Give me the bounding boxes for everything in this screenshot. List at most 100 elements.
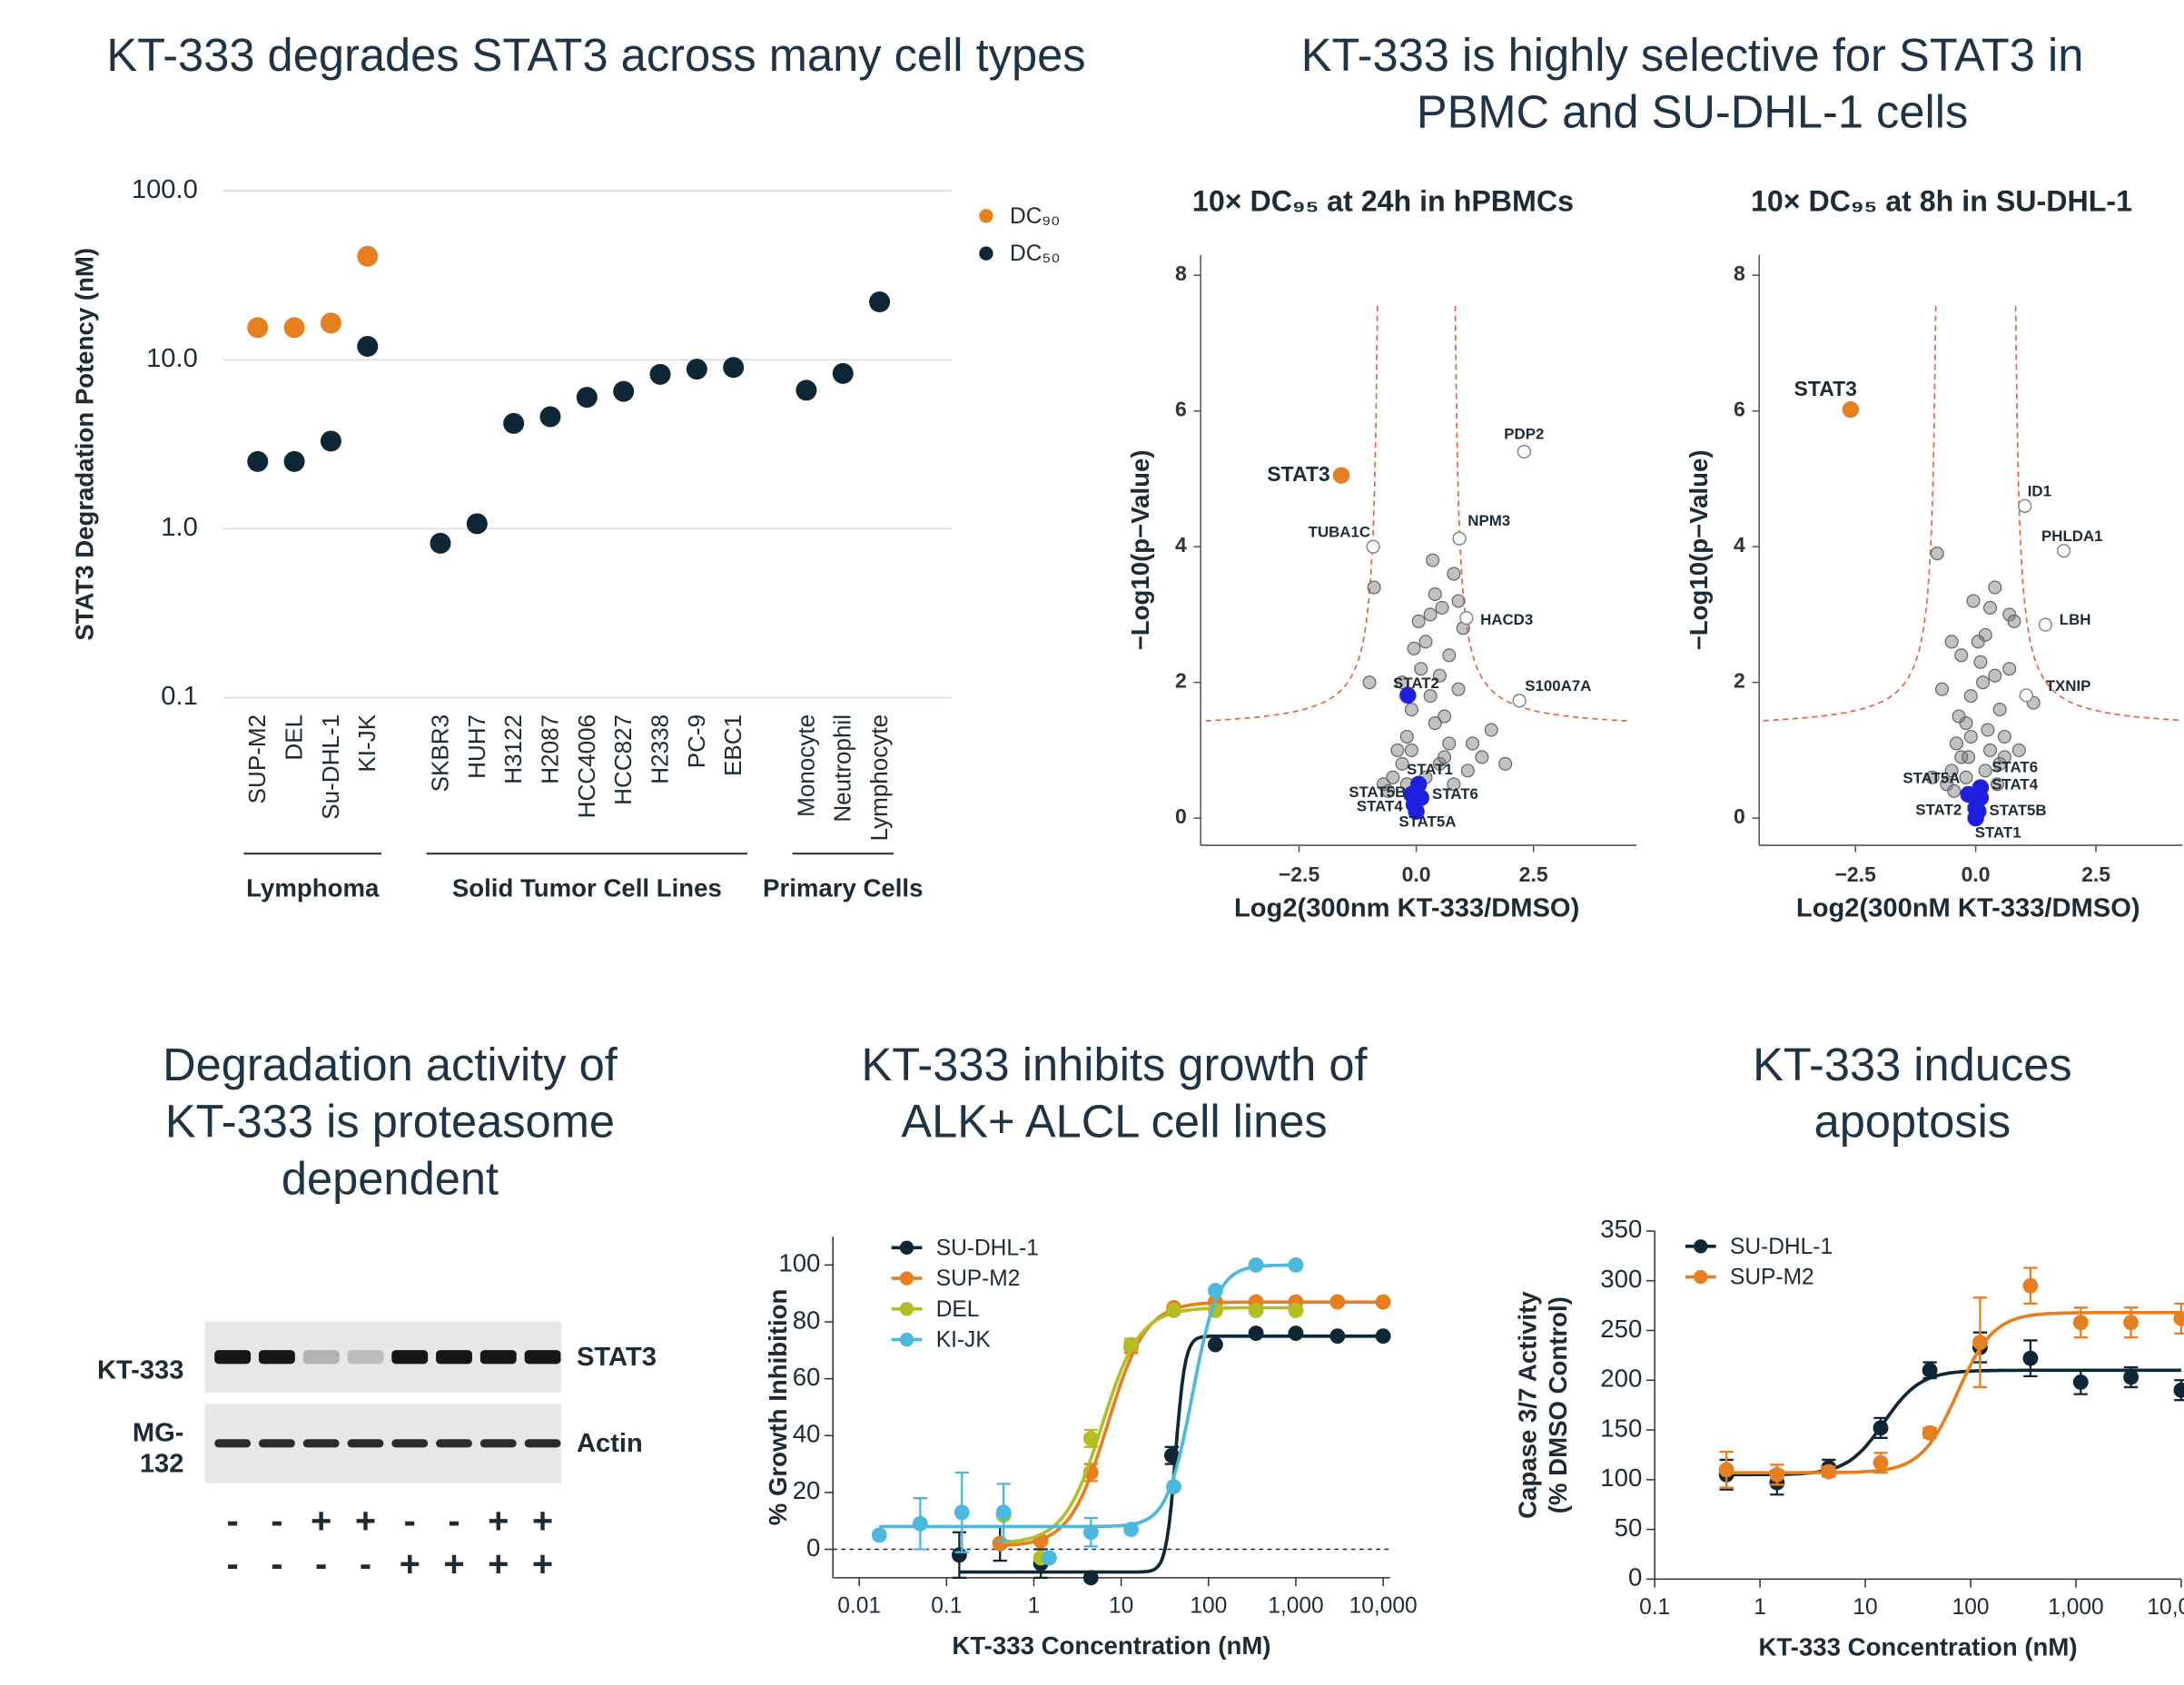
y-tick-label: 200: [1600, 1365, 1642, 1393]
data-point: [1208, 1283, 1223, 1298]
point-label: STAT1: [1407, 761, 1453, 778]
data-point: [952, 1547, 967, 1562]
data-point: [1873, 1455, 1889, 1471]
treatment-sign: +: [532, 1544, 553, 1584]
chart-title: 10× DC₉₅ at 24h in hPBMCs: [1192, 184, 1574, 217]
treatment-sign: +: [532, 1502, 553, 1542]
x-tick-label: DEL: [281, 714, 308, 761]
threshold-line: [1201, 306, 1378, 721]
dot: [613, 381, 634, 402]
protein-point: [1476, 751, 1488, 764]
labeled-point: [1460, 612, 1473, 625]
dot: [284, 451, 305, 472]
fit-curve: [1000, 1302, 1383, 1545]
point-label: STAT1: [1975, 823, 2021, 841]
protein-point: [1400, 731, 1413, 744]
point-label: ID1: [2028, 482, 2051, 499]
data-point: [1166, 1479, 1181, 1494]
point-label: LBH: [2060, 611, 2091, 628]
protein-point: [1368, 581, 1380, 594]
x-tick-label: Su-DHL-1: [317, 714, 344, 820]
x-tick-label: H2087: [536, 714, 563, 784]
x-tick-label: 100: [1952, 1595, 1990, 1620]
labeled-point: [1517, 446, 1530, 458]
y-tick-label: 0.1: [161, 682, 198, 711]
y-tick-label: 0: [1734, 804, 1745, 828]
blot-band: [391, 1350, 428, 1364]
x-tick-label: 0.1: [1639, 1595, 1670, 1620]
blot-band: [391, 1439, 428, 1447]
data-point: [2123, 1370, 2139, 1385]
protein-point: [1945, 636, 1958, 648]
point-label: STAT5A: [1902, 770, 1960, 787]
protein-point: [1406, 704, 1418, 716]
x-tick-label: 0.0: [1402, 862, 1431, 886]
protein-point: [1461, 764, 1474, 777]
panel-title: Degradation activity of: [163, 1039, 618, 1090]
fit-curve: [1003, 1307, 1296, 1542]
x-tick-label: 1,000: [1268, 1594, 1323, 1619]
protein-point: [1452, 595, 1465, 607]
y-tick-label: 40: [793, 1420, 821, 1448]
treatment-sign: +: [311, 1502, 331, 1542]
data-point: [1289, 1303, 1304, 1318]
panel-title: KT-333 inhibits growth of: [862, 1039, 1369, 1090]
protein-point: [1931, 547, 1943, 560]
protein-point: [1989, 669, 2001, 682]
x-axis-label: KT-333 Concentration (nM): [1759, 1632, 2078, 1660]
legend-marker: [979, 247, 993, 261]
y-axis-label: % Growth Inhibition: [764, 1289, 792, 1526]
x-tick-label: 2.5: [2081, 862, 2110, 886]
treatment-sign: -: [360, 1544, 371, 1584]
x-tick-label: 1: [1028, 1594, 1041, 1619]
protein-point: [1419, 636, 1432, 648]
treatment-sign: -: [404, 1502, 416, 1542]
data-point: [2073, 1315, 2089, 1330]
y-tick-label: 8: [1175, 261, 1187, 285]
data-point: [913, 1516, 928, 1532]
data-point: [996, 1504, 1012, 1520]
protein-point: [1984, 744, 1997, 757]
y-tick-label: 250: [1600, 1315, 1642, 1343]
protein-point: [2008, 615, 2021, 627]
blot-band: [348, 1439, 384, 1447]
blot-band: [303, 1350, 340, 1364]
y-tick-label: 2: [1734, 669, 1745, 693]
blot-band: [525, 1439, 561, 1447]
protein-point: [1499, 757, 1512, 770]
y-tick-label: 150: [1600, 1414, 1642, 1442]
protein-point: [1936, 683, 1949, 695]
y-tick-label: 2: [1175, 669, 1187, 693]
dot: [247, 451, 268, 472]
blot-band: [348, 1350, 384, 1364]
treatment-sign: +: [488, 1544, 509, 1584]
point-label: STAT2: [1393, 675, 1439, 692]
data-point: [1208, 1337, 1223, 1353]
y-tick-label: 10.0: [146, 344, 198, 373]
protein-point: [1967, 595, 1980, 607]
figure: KT-333 degrades STAT3 across many cell t…: [0, 0, 2184, 1685]
fit-curve: [1726, 1370, 2181, 1474]
panel-title: dependent: [282, 1153, 499, 1205]
protein-point: [1981, 724, 1994, 736]
dot: [503, 413, 524, 434]
panel-title: ALK+ ALCL cell lines: [901, 1096, 1327, 1148]
treatment-sign: -: [271, 1502, 282, 1542]
y-tick-label: 4: [1734, 533, 1745, 557]
data-point: [954, 1504, 970, 1520]
y-tick-label: 100: [778, 1249, 820, 1277]
highlight-point: [1843, 402, 1858, 418]
protein-point: [1406, 744, 1418, 757]
labeled-point: [2019, 499, 2031, 512]
protein-point: [1391, 744, 1404, 757]
threshold-line: [1760, 306, 1936, 721]
point-label: STAT4: [1991, 775, 2039, 793]
protein-point: [1427, 554, 1439, 567]
treatment-label: KT-333: [97, 1356, 184, 1385]
data-point: [2073, 1375, 2089, 1390]
legend-label: KI-JK: [936, 1328, 992, 1353]
chart-title: 10× DC₉₅ at 8h in SU-DHL-1: [1751, 184, 2132, 217]
data-point: [1123, 1522, 1139, 1537]
x-tick-label: 1,000: [2048, 1595, 2103, 1620]
data-point: [1083, 1570, 1099, 1585]
